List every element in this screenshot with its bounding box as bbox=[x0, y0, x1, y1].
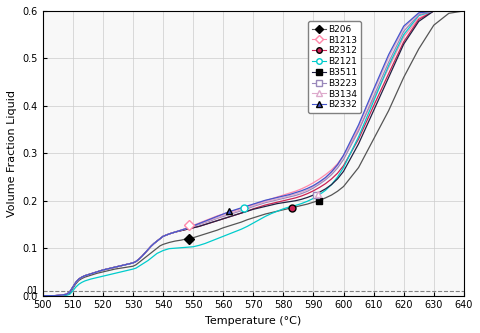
Legend: B206, B1213, B2312, B2121, B3511, B3223, B3134, B2332: B206, B1213, B2312, B2121, B3511, B3223,… bbox=[308, 21, 361, 113]
Y-axis label: Volume Fraction Liquid: Volume Fraction Liquid bbox=[7, 90, 17, 217]
Text: 01: 01 bbox=[26, 286, 38, 296]
X-axis label: Temperature (°C): Temperature (°C) bbox=[205, 316, 301, 326]
